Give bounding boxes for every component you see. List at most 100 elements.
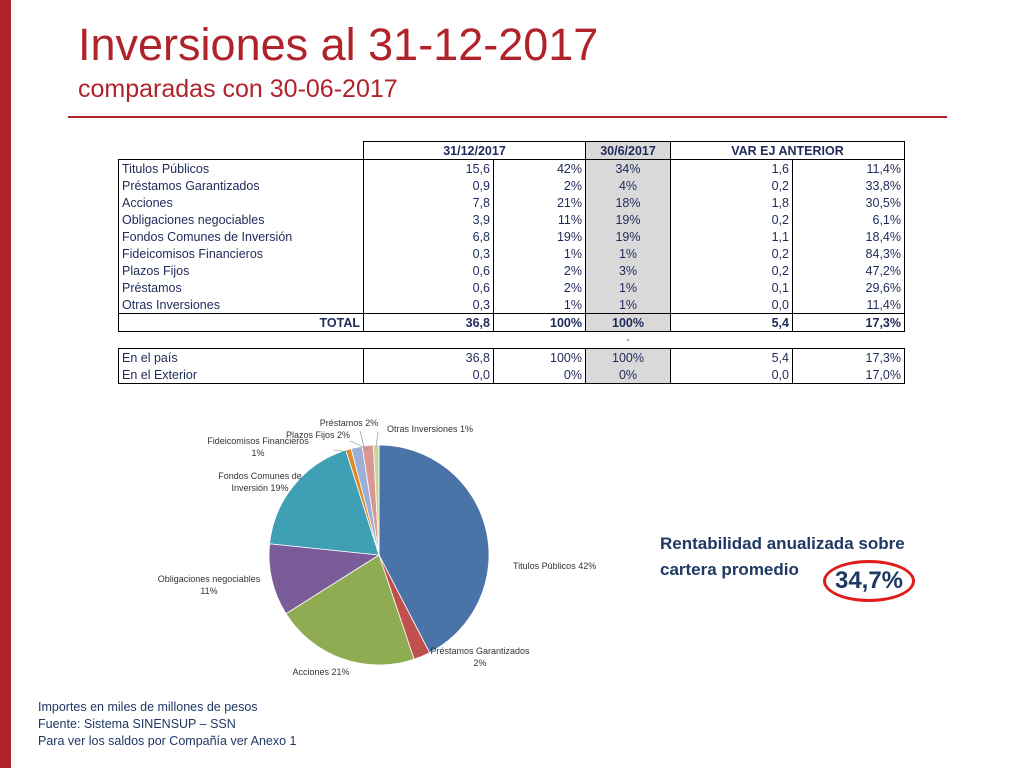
total-var-abs: 5,4 [670,313,793,332]
row-var-abs: 1,1 [670,228,793,245]
row-jun-pct: 100% [585,348,671,366]
row-jun-pct: 19% [585,211,671,228]
row-dec-val: 6,8 [363,228,494,245]
row-name: Fondos Comunes de Inversión [118,228,364,245]
row-name: Obligaciones negociables [118,211,364,228]
row-var-abs: 0,0 [670,296,793,314]
row-dec-pct: 1% [493,296,586,314]
row-dec-pct: 42% [493,159,586,177]
row-var-abs: 0,2 [670,245,793,262]
row-jun-pct: 3% [585,262,671,279]
row-jun-pct: 1% [585,296,671,314]
row-name: En el país [118,348,364,366]
row-jun-pct: 0% [585,366,671,384]
table-separator-row: - [119,332,905,349]
pie-label-otras-inversiones: Otras Inversiones 1% [387,424,473,434]
row-var-pct: 18,4% [792,228,905,245]
rentabilidad-line2: cartera promedio [660,560,799,579]
table-row: En el Exterior 0,0 0% 0% 0,0 17,0% [118,366,905,384]
row-dec-val: 3,9 [363,211,494,228]
left-accent-bar [0,0,11,768]
investments-table: 31/12/2017 30/6/2017 VAR EJ ANTERIOR Tit… [118,141,905,384]
row-dec-pct: 0% [493,366,586,384]
footer-line-units: Importes en miles de millones de pesos [38,700,258,714]
pie-leader-lines [332,430,379,453]
pie-label-acciones: Acciones 21% [292,667,349,677]
row-var-pct: 6,1% [792,211,905,228]
row-var-pct: 84,3% [792,245,905,262]
row-var-abs: 0,2 [670,177,793,194]
row-var-pct: 17,0% [792,366,905,384]
pie-label-prestamos-garantizados-1: Préstamos Garantizados [430,646,530,656]
table-row: Acciones 7,8 21% 18% 1,8 30,5% [118,194,905,211]
rentabilidad-value: 34,7% [834,567,904,594]
pie-label-prestamos-garantizados-2: 2% [473,658,486,668]
row-name: Fideicomisos Financieros [118,245,364,262]
table-body: Titulos Públicos 15,6 42% 34% 1,6 11,4% Présta… [118,159,905,314]
row-var-pct: 47,2% [792,262,905,279]
rentabilidad-highlight-oval [823,560,915,602]
row-name: Préstamos Garantizados [118,177,364,194]
pie-label-fideicomisos-2: 1% [251,448,264,458]
pie-label-fondos-2: Inversión 19% [231,483,288,493]
row-dec-val: 0,0 [363,366,494,384]
row-var-pct: 30,5% [792,194,905,211]
row-dec-val: 0,6 [363,262,494,279]
total-dec-pct: 100% [493,313,586,332]
row-dec-val: 0,3 [363,245,494,262]
table-header-row: 31/12/2017 30/6/2017 VAR EJ ANTERIOR [119,141,905,160]
row-dec-pct: 2% [493,279,586,296]
pie-slice-4 [269,449,380,556]
row-name: Plazos Fijos [118,262,364,279]
table-row: Préstamos Garantizados 0,9 2% 4% 0,2 33,8% [118,177,905,194]
row-dec-val: 36,8 [363,348,494,366]
pie-label-obligaciones-1: Obligaciones negociables [158,574,261,584]
table-row: Préstamos 0,6 2% 1% 0,1 29,6% [118,279,905,296]
table-row: En el país 36,8 100% 100% 5,4 17,3% [118,348,905,366]
location-table-body: En el país 36,8 100% 100% 5,4 17,3% En el Exte… [118,348,905,384]
row-dec-pct: 19% [493,228,586,245]
pie-slices [268,444,490,666]
row-jun-pct: 34% [585,159,671,177]
total-jun-pct: 100% [585,313,671,332]
page-title: Inversiones al 31-12-2017 [78,19,599,70]
table-row: Otras Inversiones 0,3 1% 1% 0,0 11,4% [118,296,905,314]
pie-label-plazos-fijos: Plazos Fijos 2% [286,430,350,440]
table-row: Titulos Públicos 15,6 42% 34% 1,6 11,4% [118,159,905,177]
row-var-abs: 0,1 [670,279,793,296]
row-var-pct: 29,6% [792,279,905,296]
row-dec-val: 0,3 [363,296,494,314]
pie-label-obligaciones-2: 11% [200,586,217,596]
row-var-pct: 17,3% [792,348,905,366]
table-row: Fondos Comunes de Inversión 6,8 19% 19% 1,1 1… [118,228,905,245]
pie-slice-0 [378,444,490,654]
row-dec-val: 0,9 [363,177,494,194]
title-divider [68,116,947,118]
row-name: Préstamos [118,279,364,296]
header-dec-2017: 31/12/2017 [363,141,586,160]
table-row: Plazos Fijos 0,6 2% 3% 0,2 47,2% [118,262,905,279]
pie-label-fideicomisos-1: Fideicomisos Financieros [207,436,309,446]
pie-slice-2 [285,554,415,666]
row-dec-val: 7,8 [363,194,494,211]
pie-slice-3 [268,543,381,615]
row-var-abs: 0,0 [670,366,793,384]
pie-label-titulos-publicos: Titulos Públicos 42% [513,561,596,571]
pie-label-prestamos: Préstamos 2% [320,418,379,428]
pie-label-fondos-1: Fondos Comunes de [218,471,302,481]
row-var-pct: 11,4% [792,296,905,314]
row-var-pct: 11,4% [792,159,905,177]
page-subtitle: comparadas con 30-06-2017 [78,75,398,103]
row-var-pct: 33,8% [792,177,905,194]
table-row: Obligaciones negociables 3,9 11% 19% 0,2 6,1% [118,211,905,228]
row-dec-pct: 100% [493,348,586,366]
row-name: Acciones [118,194,364,211]
table-total-row: TOTAL 36,8 100% 100% 5,4 17,3% [118,313,905,332]
footer-line-annex: Para ver los saldos por Compañía ver Ane… [38,734,297,748]
header-var-ej-anterior: VAR EJ ANTERIOR [670,141,905,160]
row-jun-pct: 18% [585,194,671,211]
footer-line-source: Fuente: Sistema SINENSUP – SSN [38,717,236,731]
table-row: Fideicomisos Financieros 0,3 1% 1% 0,2 84,3% [118,245,905,262]
row-dec-val: 15,6 [363,159,494,177]
